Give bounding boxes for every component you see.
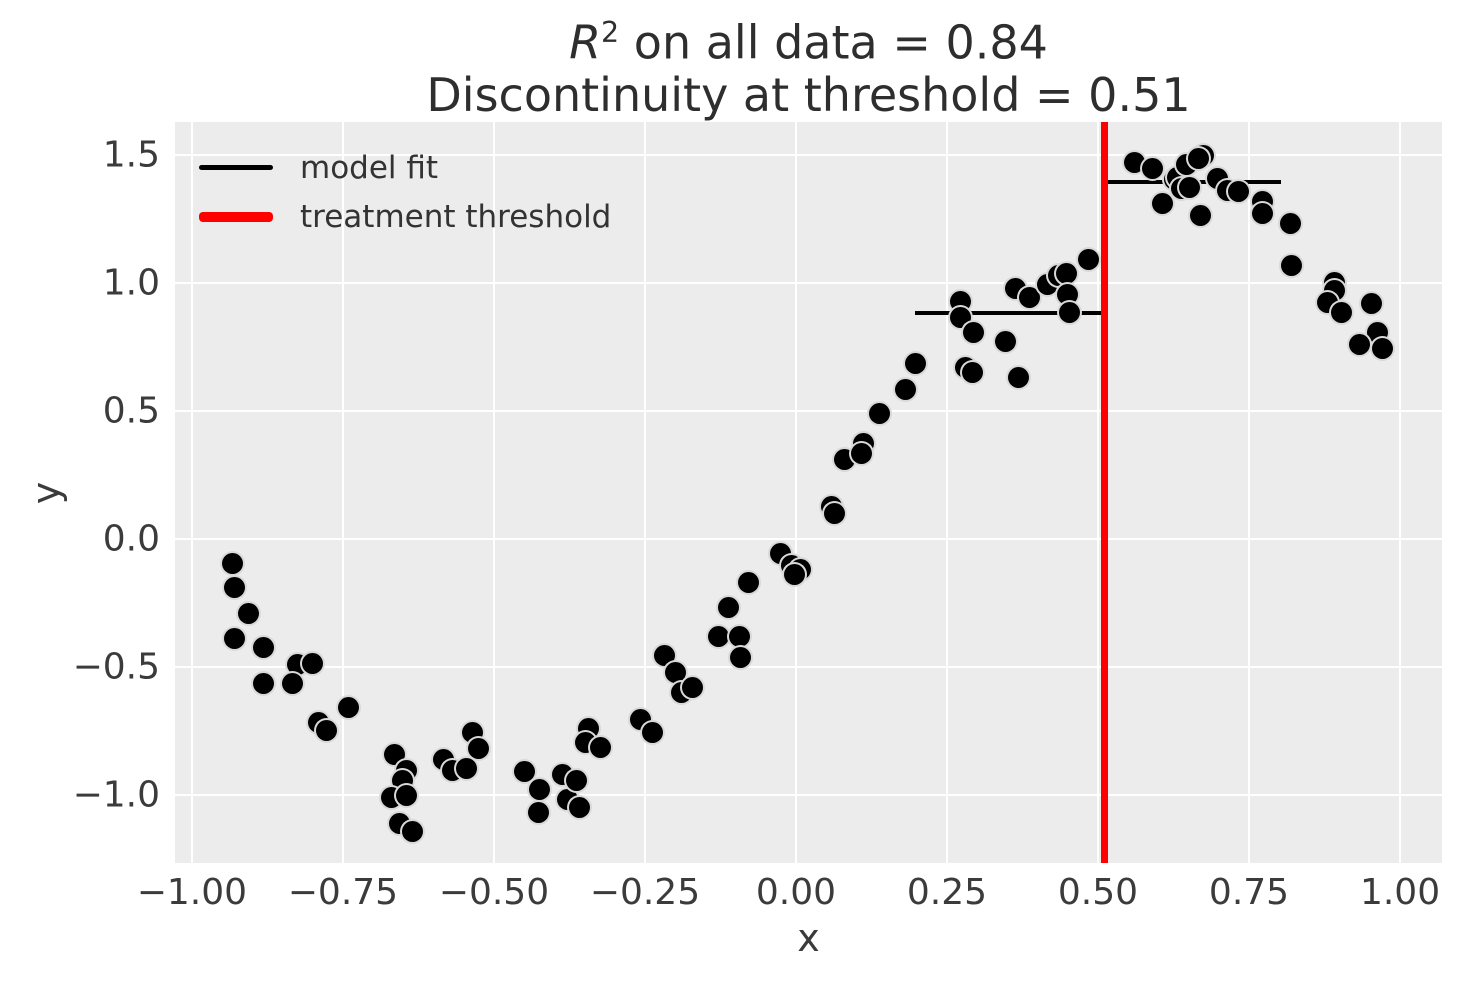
- scatter-point: [400, 818, 426, 844]
- scatter-point: [1176, 174, 1202, 200]
- gridline-vertical: [794, 122, 797, 863]
- x-tick-label: 0.25: [906, 872, 988, 913]
- threshold-line-swatch: [199, 211, 273, 222]
- scatter-point: [1185, 145, 1211, 171]
- scatter-point: [336, 695, 362, 721]
- scatter-point: [236, 601, 262, 627]
- gridline-vertical: [1096, 122, 1099, 863]
- gridline-vertical: [190, 122, 193, 863]
- scatter-point: [1076, 247, 1102, 273]
- gridline-horizontal: [175, 537, 1442, 540]
- scatter-point: [300, 651, 326, 677]
- scatter-point: [567, 795, 593, 821]
- legend-item: model fit: [199, 143, 611, 192]
- y-tick-label: −0.5: [72, 646, 160, 688]
- gridline-vertical: [643, 122, 646, 863]
- scatter-point: [394, 783, 420, 809]
- legend: model fit treatment threshold: [199, 143, 611, 241]
- chart-title: R2 on all data = 0.84 Discontinuity at t…: [175, 6, 1442, 122]
- scatter-point: [849, 441, 875, 467]
- x-tick-label: −0.25: [589, 872, 701, 913]
- x-tick-label: −0.50: [438, 872, 550, 913]
- y-tick-label: 1.0: [102, 262, 160, 304]
- threshold-line: [1100, 122, 1108, 863]
- x-tick-label: 0.00: [755, 872, 837, 913]
- scatter-point: [893, 377, 919, 403]
- scatter-point: [220, 550, 246, 576]
- r-squared-symbol: R: [569, 15, 602, 70]
- scatter-point: [1347, 332, 1373, 358]
- x-tick-label: −0.75: [287, 872, 399, 913]
- scatter-point: [466, 736, 492, 762]
- scatter-point: [527, 777, 553, 803]
- x-axis-label: x: [797, 916, 820, 960]
- scatter-point: [728, 645, 754, 671]
- gridline-vertical: [341, 122, 344, 863]
- scatter-point: [993, 328, 1019, 354]
- scatter-point: [1328, 300, 1354, 326]
- y-axis-label: y: [24, 481, 68, 505]
- y-tick-label: 0.5: [102, 390, 160, 432]
- y-tick-label: −1.0: [72, 774, 160, 816]
- title-line1-text: on all data = 0.84: [619, 15, 1048, 70]
- scatter-point: [1150, 190, 1176, 216]
- chart-title-line2: Discontinuity at threshold = 0.51: [426, 68, 1191, 123]
- scatter-point: [822, 501, 848, 527]
- scatter-point: [1006, 364, 1032, 390]
- scatter-point: [280, 671, 306, 697]
- r-squared-exponent: 2: [601, 16, 620, 49]
- scatter-point: [735, 570, 761, 596]
- scatter-point: [1279, 252, 1305, 278]
- y-tick-label: 1.5: [102, 134, 160, 176]
- scatter-point: [960, 359, 986, 385]
- scatter-point: [715, 594, 741, 620]
- plot-area: model fit treatment threshold: [175, 122, 1442, 863]
- gridline-vertical: [1248, 122, 1250, 863]
- scatter-point: [903, 351, 929, 377]
- gridline-horizontal: [175, 665, 1442, 668]
- y-tick-label: 0.0: [102, 518, 160, 560]
- x-tick-label: 0.75: [1208, 872, 1290, 913]
- scatter-point: [640, 720, 666, 746]
- scatter-point: [251, 670, 277, 696]
- scatter-point: [1226, 178, 1252, 204]
- scatter-point: [961, 320, 987, 346]
- scatter-point: [782, 561, 808, 587]
- x-tick-label: −1.00: [136, 872, 248, 913]
- scatter-point: [1277, 210, 1303, 236]
- scatter-point: [1057, 300, 1083, 326]
- scatter-point: [1358, 291, 1384, 317]
- scatter-point: [222, 574, 248, 600]
- gridline-horizontal: [175, 793, 1442, 796]
- model-fit-line-swatch: [199, 165, 273, 170]
- scatter-point: [564, 768, 590, 794]
- gridline-vertical: [1399, 122, 1402, 863]
- scatter-point: [1140, 155, 1166, 181]
- gridline-horizontal: [175, 281, 1442, 284]
- gridline-horizontal: [175, 409, 1442, 412]
- x-tick-label: 1.00: [1359, 872, 1441, 913]
- x-tick-label: 0.50: [1057, 872, 1139, 913]
- scatter-point: [726, 624, 752, 650]
- chart-title-line1: R2 on all data = 0.84: [175, 6, 1442, 69]
- gridline-vertical: [492, 122, 495, 863]
- legend-item: treatment threshold: [199, 192, 611, 241]
- scatter-point: [679, 675, 705, 701]
- scatter-point: [222, 625, 248, 651]
- scatter-point: [588, 734, 614, 760]
- scatter-point: [1370, 335, 1395, 361]
- scatter-point: [1250, 201, 1276, 227]
- gridline-horizontal: [175, 154, 1442, 157]
- model-fit-segment: [914, 310, 1105, 315]
- scatter-point: [867, 400, 893, 426]
- legend-label: treatment threshold: [300, 198, 612, 235]
- legend-label: model fit: [300, 149, 439, 186]
- scatter-point: [526, 800, 552, 826]
- gridline-vertical: [945, 122, 948, 863]
- scatter-point: [251, 635, 277, 661]
- scatter-point: [1187, 203, 1213, 229]
- scatter-point: [313, 718, 339, 744]
